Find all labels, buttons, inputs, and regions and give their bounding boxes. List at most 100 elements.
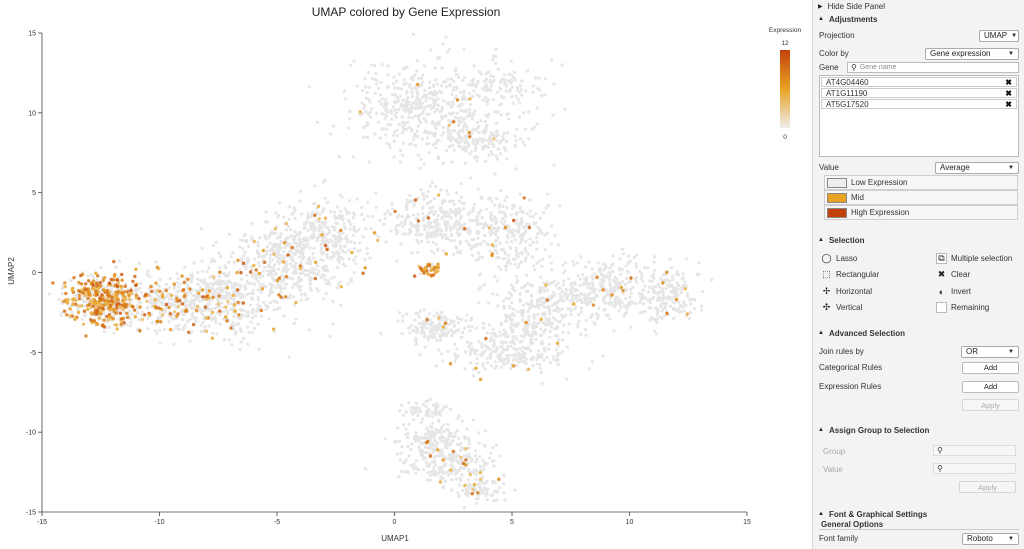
cell-point — [395, 224, 399, 228]
cell-point — [433, 431, 437, 435]
hide-side-panel-toggle[interactable]: ▶ Hide Side Panel — [813, 0, 885, 12]
cell-point — [503, 319, 508, 323]
close-icon[interactable]: ✖ — [1005, 88, 1012, 98]
advanced-selection-header[interactable]: ▲ Advanced Selection — [813, 327, 905, 339]
cell-point — [515, 275, 519, 279]
cell-point — [424, 224, 428, 228]
cell-point — [492, 134, 496, 138]
cell-point — [471, 245, 475, 249]
close-icon[interactable]: ✖ — [1005, 99, 1012, 109]
lasso-tool[interactable]: ◯ Lasso — [821, 253, 857, 264]
color-by-select[interactable]: Gene expression ▼ — [925, 47, 1019, 60]
cell-point — [659, 277, 663, 281]
cell-point — [468, 352, 472, 356]
cell-point — [459, 336, 464, 340]
low-expression-legend[interactable]: Low Expression — [824, 175, 1018, 190]
expressing-cell-point — [169, 293, 174, 298]
cell-point — [418, 352, 422, 357]
high-color-swatch[interactable] — [827, 207, 847, 218]
gene-search-input[interactable]: ⚲ Gene name — [847, 62, 1019, 73]
cell-point — [287, 217, 291, 221]
horizontal-tool[interactable]: ✢ Horizontal — [821, 286, 872, 297]
cell-point — [540, 381, 544, 385]
cell-point — [397, 72, 401, 76]
expressing-cell-point — [479, 477, 483, 481]
cell-point — [619, 272, 623, 276]
expressing-cell-point — [137, 296, 141, 301]
cell-point — [352, 258, 356, 262]
cell-point — [510, 240, 514, 244]
cell-point — [534, 76, 538, 80]
cell-point — [415, 238, 419, 243]
mid-color-swatch[interactable] — [827, 192, 847, 203]
expressing-cell-point — [123, 284, 128, 288]
y-tick-label: 15 — [28, 31, 36, 38]
invert-selection-button[interactable]: ◐ Invert — [936, 286, 971, 297]
cell-point — [402, 423, 406, 427]
gene-item[interactable]: AT1G11190 ✖ — [821, 88, 1017, 98]
cell-point — [454, 245, 458, 249]
multiple-selection-toggle[interactable]: ⧉ Multiple selection — [936, 253, 1012, 264]
expressing-cell-point — [674, 297, 679, 302]
umap-svg[interactable]: UMAP colored by Gene Expression UMAP1 UM… — [0, 0, 812, 549]
cell-point — [150, 305, 154, 309]
mid-expression-legend[interactable]: Mid — [824, 190, 1018, 205]
gene-item[interactable]: AT4G04460 ✖ — [821, 77, 1017, 87]
selection-header[interactable]: ▲ Selection — [813, 234, 865, 246]
adjustments-header[interactable]: ▲ Adjustments — [813, 13, 877, 25]
cell-point — [137, 261, 141, 265]
umap-plot[interactable]: UMAP colored by Gene Expression UMAP1 UM… — [0, 0, 812, 549]
cell-point — [494, 47, 498, 52]
cell-point — [463, 161, 468, 165]
expressing-cell-point — [80, 304, 84, 308]
cell-point — [495, 138, 499, 143]
cell-point — [318, 224, 322, 228]
clear-selection-button[interactable]: ✖ Clear — [936, 269, 970, 280]
cell-point — [697, 261, 701, 265]
cell-point — [429, 447, 433, 451]
cell-point — [449, 216, 453, 220]
cell-point — [493, 110, 497, 114]
projection-select[interactable]: UMAP ▼ — [979, 29, 1019, 42]
cell-point — [458, 242, 462, 246]
high-expression-legend[interactable]: High Expression — [824, 205, 1018, 220]
chart-title: UMAP colored by Gene Expression — [312, 5, 501, 19]
value-select[interactable]: Average ▼ — [935, 161, 1019, 174]
cell-point — [543, 328, 548, 332]
cell-point — [586, 285, 590, 290]
cell-point — [317, 220, 321, 224]
cell-point — [243, 232, 247, 236]
low-color-swatch[interactable] — [827, 177, 847, 188]
cell-point — [140, 313, 144, 317]
cell-point — [397, 213, 401, 217]
cell-point — [266, 305, 270, 309]
cell-point — [380, 63, 384, 67]
cell-point — [420, 239, 424, 243]
cell-point — [428, 86, 432, 90]
cell-point — [435, 230, 439, 234]
cell-point — [502, 131, 506, 135]
cell-point — [189, 280, 194, 284]
cell-point — [287, 235, 291, 240]
cell-point — [689, 302, 693, 306]
cell-point — [534, 337, 538, 341]
close-icon[interactable]: ✖ — [1005, 77, 1012, 87]
cell-point — [400, 403, 404, 407]
cell-point — [60, 311, 64, 315]
gene-item[interactable]: AT5G17520 ✖ — [821, 99, 1017, 109]
expressing-cell-point — [350, 250, 354, 255]
remaining-selection-toggle[interactable]: Remaining — [936, 302, 989, 313]
rectangular-tool[interactable]: ⬚ Rectangular — [821, 269, 879, 280]
cell-point — [430, 336, 434, 340]
cell-point — [448, 433, 452, 437]
expressing-cell-point — [478, 471, 482, 475]
cell-point — [518, 241, 523, 245]
expressing-cell-point — [119, 284, 123, 288]
cell-point — [452, 148, 456, 152]
expressing-cell-point — [263, 260, 267, 264]
scatter-points[interactable] — [47, 32, 714, 510]
vertical-tool[interactable]: ✣ Vertical — [821, 302, 863, 313]
cell-point — [465, 313, 469, 317]
cell-point — [573, 283, 577, 287]
cell-point — [425, 322, 429, 326]
